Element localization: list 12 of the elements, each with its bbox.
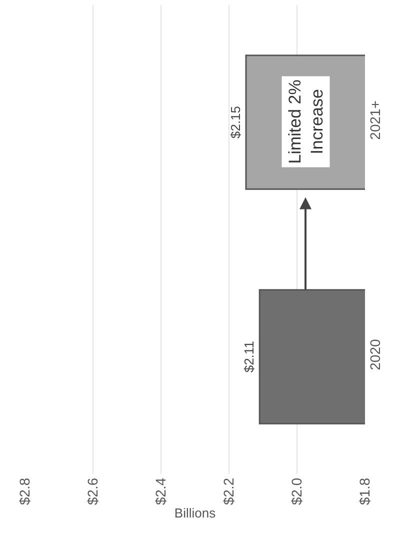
x-tick-label: $2.6 [84, 478, 101, 506]
x-tick-label: $2.4 [152, 478, 169, 506]
x-axis-title: Billions [174, 506, 216, 521]
annotation: Limited 2% Increase [285, 80, 326, 164]
y-tick-label: 2021+ [367, 100, 383, 140]
data-label: $2.11 [242, 340, 257, 373]
x-tick-label: $2.0 [288, 478, 305, 506]
x-tick-label: $2.2 [220, 478, 237, 506]
x-tick-label: $2.8 [16, 478, 33, 506]
x-tick-label: $1.8 [356, 478, 373, 506]
y-tick-label: 2020 [367, 338, 383, 370]
data-label: $2.15 [228, 106, 243, 139]
